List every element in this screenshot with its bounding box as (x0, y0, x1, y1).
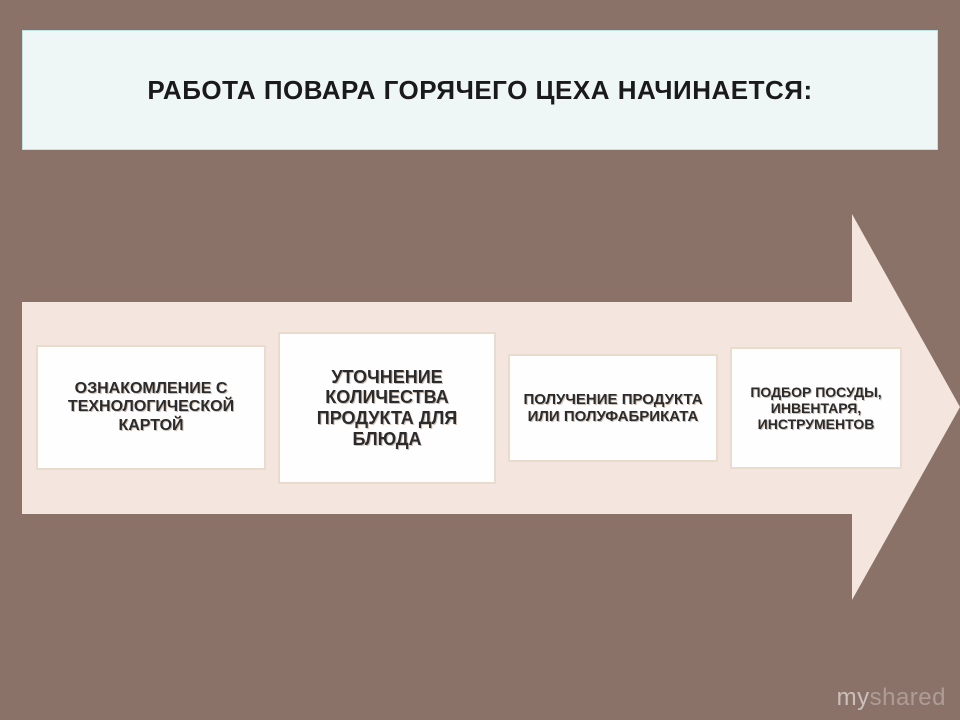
process-step-1: ОЗНАКОМЛЕНИЕ С ТЕХНОЛОГИЧЕСКОЙ КАРТОЙ (36, 345, 266, 470)
title-box: РАБОТА ПОВАРА ГОРЯЧЕГО ЦЕХА НАЧИНАЕТСЯ: (22, 30, 938, 150)
watermark-part2: shared (870, 684, 946, 711)
process-step-label: УТОЧНЕНИЕ КОЛИЧЕСТВА ПРОДУКТА ДЛЯ БЛЮДА (290, 367, 484, 450)
process-step-2: УТОЧНЕНИЕ КОЛИЧЕСТВА ПРОДУКТА ДЛЯ БЛЮДА (278, 332, 496, 484)
process-step-label: ПОДБОР ПОСУДЫ, ИНВЕНТАРЯ, ИНСТРУМЕНТОВ (742, 384, 890, 432)
process-step-label: ПОЛУЧЕНИЕ ПРОДУКТА ИЛИ ПОЛУФАБРИКАТА (520, 391, 706, 426)
process-step-4: ПОДБОР ПОСУДЫ, ИНВЕНТАРЯ, ИНСТРУМЕНТОВ (730, 347, 902, 469)
watermark: myshared (837, 684, 946, 712)
process-step-3: ПОЛУЧЕНИЕ ПРОДУКТА ИЛИ ПОЛУФАБРИКАТА (508, 354, 718, 462)
slide: РАБОТА ПОВАРА ГОРЯЧЕГО ЦЕХА НАЧИНАЕТСЯ: … (0, 0, 960, 720)
slide-title: РАБОТА ПОВАРА ГОРЯЧЕГО ЦЕХА НАЧИНАЕТСЯ: (147, 75, 812, 106)
watermark-part1: my (837, 684, 870, 711)
process-step-label: ОЗНАКОМЛЕНИЕ С ТЕХНОЛОГИЧЕСКОЙ КАРТОЙ (48, 380, 254, 435)
